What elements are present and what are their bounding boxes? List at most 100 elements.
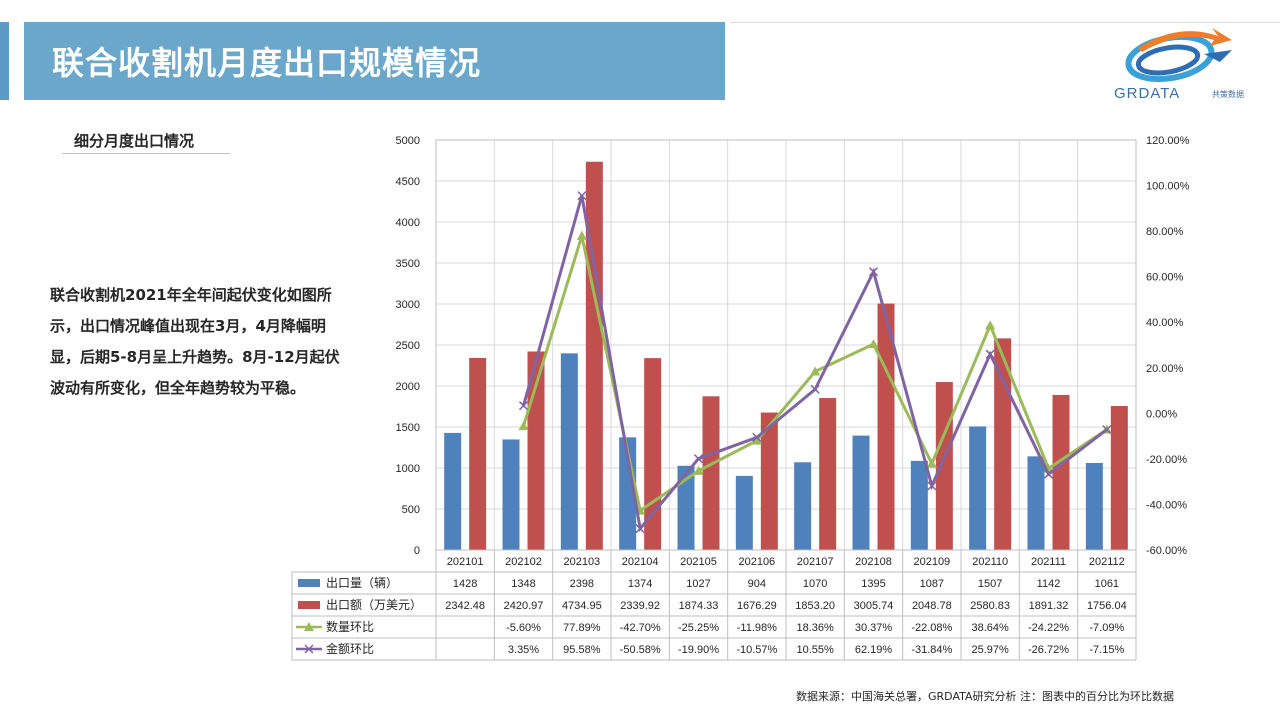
line-point-triangle [985,320,996,330]
x-category-label: 202112 [1089,556,1125,568]
bar [794,462,812,550]
bar [560,353,578,550]
data-label: 30.37% [855,622,893,634]
legend-series-name: 数量环比 [326,619,374,634]
data-label: -25.25% [678,622,719,634]
bar [469,357,487,550]
y-right-tick-label: -60.00% [1146,545,1187,557]
data-label: 10.55% [797,644,835,656]
bar [910,460,928,550]
line-point-x [1102,425,1112,435]
x-category-label: 202107 [797,556,834,568]
line-point-triangle [693,465,704,475]
bar [852,435,870,550]
line-point-triangle [576,230,587,240]
y-right-tick-label: 0.00% [1146,408,1177,420]
bar [702,396,720,550]
y-right-tick-label: 80.00% [1146,226,1184,238]
data-label: 2398 [570,578,594,590]
data-label: 1027 [686,578,710,590]
data-label: -31.84% [911,644,952,656]
data-label: -7.09% [1089,622,1124,634]
legend-series-name: 出口量（辆） [326,576,398,590]
line-point-x [985,349,995,359]
bar [935,382,953,550]
data-label: 38.64% [972,622,1010,634]
line-point-triangle [926,458,937,468]
line-point-x [577,191,587,201]
bar [735,475,753,550]
y-left-tick-label: 500 [402,504,420,516]
y-left-tick-label: 2000 [396,381,420,393]
data-label: -5.60% [506,622,541,634]
line-point-x [927,481,937,491]
line-point-x [752,432,762,442]
data-label: 95.58% [563,644,601,656]
line-point-triangle [810,366,821,376]
y-left-tick-label: 2500 [396,340,420,352]
y-right-tick-label: 60.00% [1146,272,1184,284]
y-right-tick-label: -40.00% [1146,499,1187,511]
legend-series-name: 出口额（万美元） [326,598,422,612]
bar [502,439,520,550]
bar [644,358,662,550]
data-label: 1676.29 [737,600,777,612]
source-note: 数据来源：中国海关总署，GRDATA研究分析 注：图表中的百分比为环比数据 [796,690,1174,703]
y-left-tick-label: 0 [414,545,420,557]
left-accent-bar [0,22,9,100]
data-label: 62.19% [855,644,893,656]
legend-marker [304,622,314,631]
section-subtitle-text: 细分月度出口情况 [74,132,195,150]
data-label: 1374 [628,578,652,590]
data-label: 25.97% [972,644,1010,656]
x-category-label: 202104 [622,556,659,568]
y-left-tick-label: 5000 [396,135,420,147]
data-label: 904 [748,578,766,590]
page-title: 联合收割机月度出口规模情况 [52,44,482,82]
x-category-label: 202106 [738,556,775,568]
data-label: 1853.20 [795,600,835,612]
line-point-x [868,267,879,277]
legend-marker [304,644,314,654]
data-label: 1428 [453,578,477,590]
legend-series-name: 金额环比 [326,641,374,656]
data-label: 1395 [861,578,885,590]
data-label: 1348 [511,578,535,590]
legend-swatch [298,579,320,587]
line-point-triangle [868,339,879,349]
bar [1085,462,1103,550]
bar [1110,406,1128,550]
data-label: 4734.95 [562,600,602,612]
x-category-label: 202108 [855,556,892,568]
data-label: 1061 [1095,578,1119,590]
data-label: -24.22% [1028,622,1069,634]
description-text: 联合收割机2021年全年间起伏变化如图所示，出口情况峰值出现在3月，4月降幅明显… [50,286,340,397]
line-point-x [693,454,704,464]
y-right-tick-label: 20.00% [1146,363,1184,375]
y-right-tick-label: 100.00% [1146,181,1190,193]
y-left-tick-label: 3000 [396,299,420,311]
bar [819,398,837,550]
bar [1027,456,1045,550]
data-label: -50.58% [620,644,661,656]
data-label: 1874.33 [679,600,719,612]
line-point-triangle [518,421,529,431]
data-label: -42.70% [620,622,661,634]
bar [444,432,462,550]
data-label: -19.90% [678,644,719,656]
line-point-x [810,384,820,394]
data-label: 77.89% [563,622,601,634]
line-point-x [1043,469,1054,479]
data-label: 1507 [978,578,1002,590]
grdata-logo: GRDATA 共策数据 [1114,28,1244,102]
x-category-label: 202103 [563,556,600,568]
bar [969,426,987,550]
data-label: 3005.74 [854,600,894,612]
y-left-tick-label: 1000 [396,463,420,475]
title-banner: 联合收割机月度出口规模情况 [24,22,725,100]
line-point-x [635,524,645,534]
data-label: 3.35% [508,644,539,656]
data-label: 1756.04 [1087,600,1127,612]
logo-brand-text: GRDATA [1114,85,1180,102]
